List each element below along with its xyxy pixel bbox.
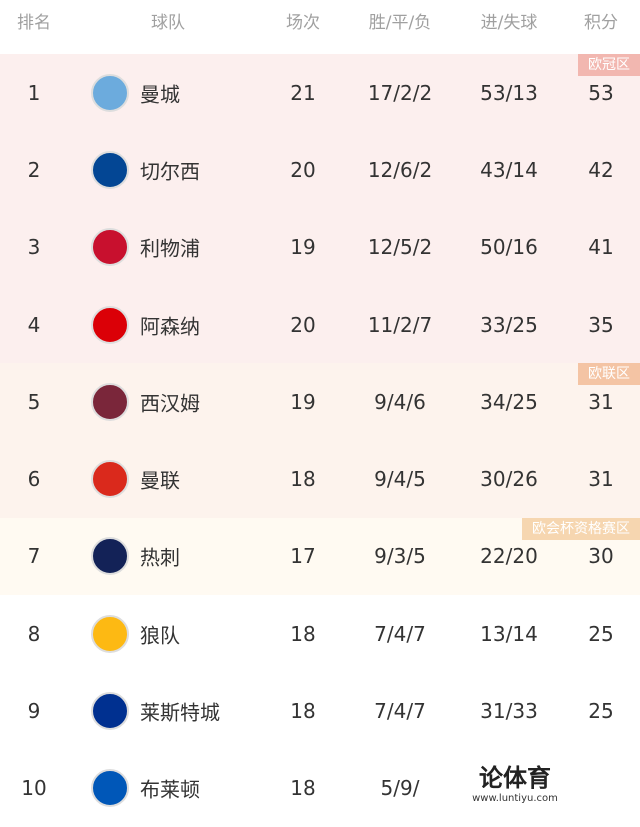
- team-crest: [91, 614, 129, 653]
- team-crest: [91, 769, 129, 808]
- team-crest: [91, 692, 129, 731]
- played: 20: [290, 312, 316, 337]
- zone-label: 欧会杯资格赛区: [522, 517, 640, 540]
- team-crest: [91, 150, 129, 189]
- team-name: 狼队: [140, 623, 180, 648]
- record: 9/3/5: [374, 544, 426, 569]
- played: 17: [290, 544, 316, 569]
- record: 17/2/2: [367, 80, 433, 105]
- played: 18: [290, 621, 316, 646]
- team-name: 西汉姆: [140, 391, 200, 416]
- points: 31: [588, 467, 614, 492]
- played: 21: [290, 80, 316, 105]
- team-crest: [91, 73, 129, 112]
- played: 19: [290, 389, 316, 414]
- rank: 5: [27, 389, 41, 414]
- rank: 7: [27, 544, 41, 569]
- zone-background: [0, 363, 640, 518]
- team-crest: [91, 460, 129, 499]
- points: 53: [588, 80, 614, 105]
- watermark: 论体育 www.luntiyu.com: [470, 758, 560, 806]
- header-team: 球队: [151, 13, 185, 33]
- rank: 3: [27, 235, 41, 260]
- record: 5/9/: [380, 776, 420, 801]
- rank: 2: [27, 157, 41, 182]
- header-goals: 进/失球: [480, 13, 538, 33]
- points: 42: [588, 157, 614, 182]
- zone-label: 欧联区: [578, 363, 640, 386]
- points: 41: [588, 235, 614, 260]
- zone-label: 欧冠区: [578, 54, 640, 76]
- team-name: 阿森纳: [140, 314, 200, 339]
- goals: 34/25: [480, 389, 538, 414]
- rank: 10: [21, 776, 47, 801]
- record: 12/5/2: [367, 235, 433, 260]
- goals: 30/26: [480, 467, 538, 492]
- rank: 9: [27, 699, 41, 724]
- points: 25: [588, 699, 614, 724]
- goals: 43/14: [480, 157, 538, 182]
- played: 18: [290, 776, 316, 801]
- points: 30: [588, 544, 614, 569]
- goals: 31/33: [480, 699, 538, 724]
- record: 7/4/7: [374, 699, 426, 724]
- played: 18: [290, 467, 316, 492]
- goals: 50/16: [480, 235, 538, 260]
- rank: 6: [27, 467, 41, 492]
- header-rank: 排名: [17, 13, 51, 33]
- rank: 1: [27, 80, 41, 105]
- team-name: 切尔西: [140, 159, 200, 184]
- played: 18: [290, 699, 316, 724]
- team-name: 莱斯特城: [140, 700, 220, 725]
- rank: 4: [27, 312, 41, 337]
- goals: 53/13: [480, 80, 538, 105]
- team-name: 曼城: [140, 82, 180, 107]
- points: 35: [588, 312, 614, 337]
- points: 25: [588, 621, 614, 646]
- points: 31: [588, 389, 614, 414]
- goals: 22/20: [480, 544, 538, 569]
- team-crest: [91, 382, 129, 421]
- header-points: 积分: [584, 13, 618, 33]
- record: 9/4/5: [374, 467, 426, 492]
- record: 7/4/7: [374, 621, 426, 646]
- header-record: 胜/平/负: [368, 13, 432, 33]
- team-name: 布莱顿: [140, 777, 200, 802]
- team-name: 利物浦: [140, 236, 200, 261]
- team-crest: [91, 305, 129, 344]
- played: 20: [290, 157, 316, 182]
- watermark-brand: 论体育: [479, 764, 551, 792]
- team-name: 曼联: [140, 468, 180, 493]
- record: 9/4/6: [374, 389, 426, 414]
- team-crest: [91, 537, 129, 576]
- goals: 13/14: [480, 621, 538, 646]
- header-played: 场次: [286, 13, 320, 33]
- team-crest: [91, 228, 129, 267]
- record: 12/6/2: [367, 157, 433, 182]
- record: 11/2/7: [367, 312, 433, 337]
- played: 19: [290, 235, 316, 260]
- goals: 33/25: [480, 312, 538, 337]
- team-name: 热刺: [140, 545, 180, 570]
- watermark-url: www.luntiyu.com: [472, 793, 558, 804]
- rank: 8: [27, 621, 41, 646]
